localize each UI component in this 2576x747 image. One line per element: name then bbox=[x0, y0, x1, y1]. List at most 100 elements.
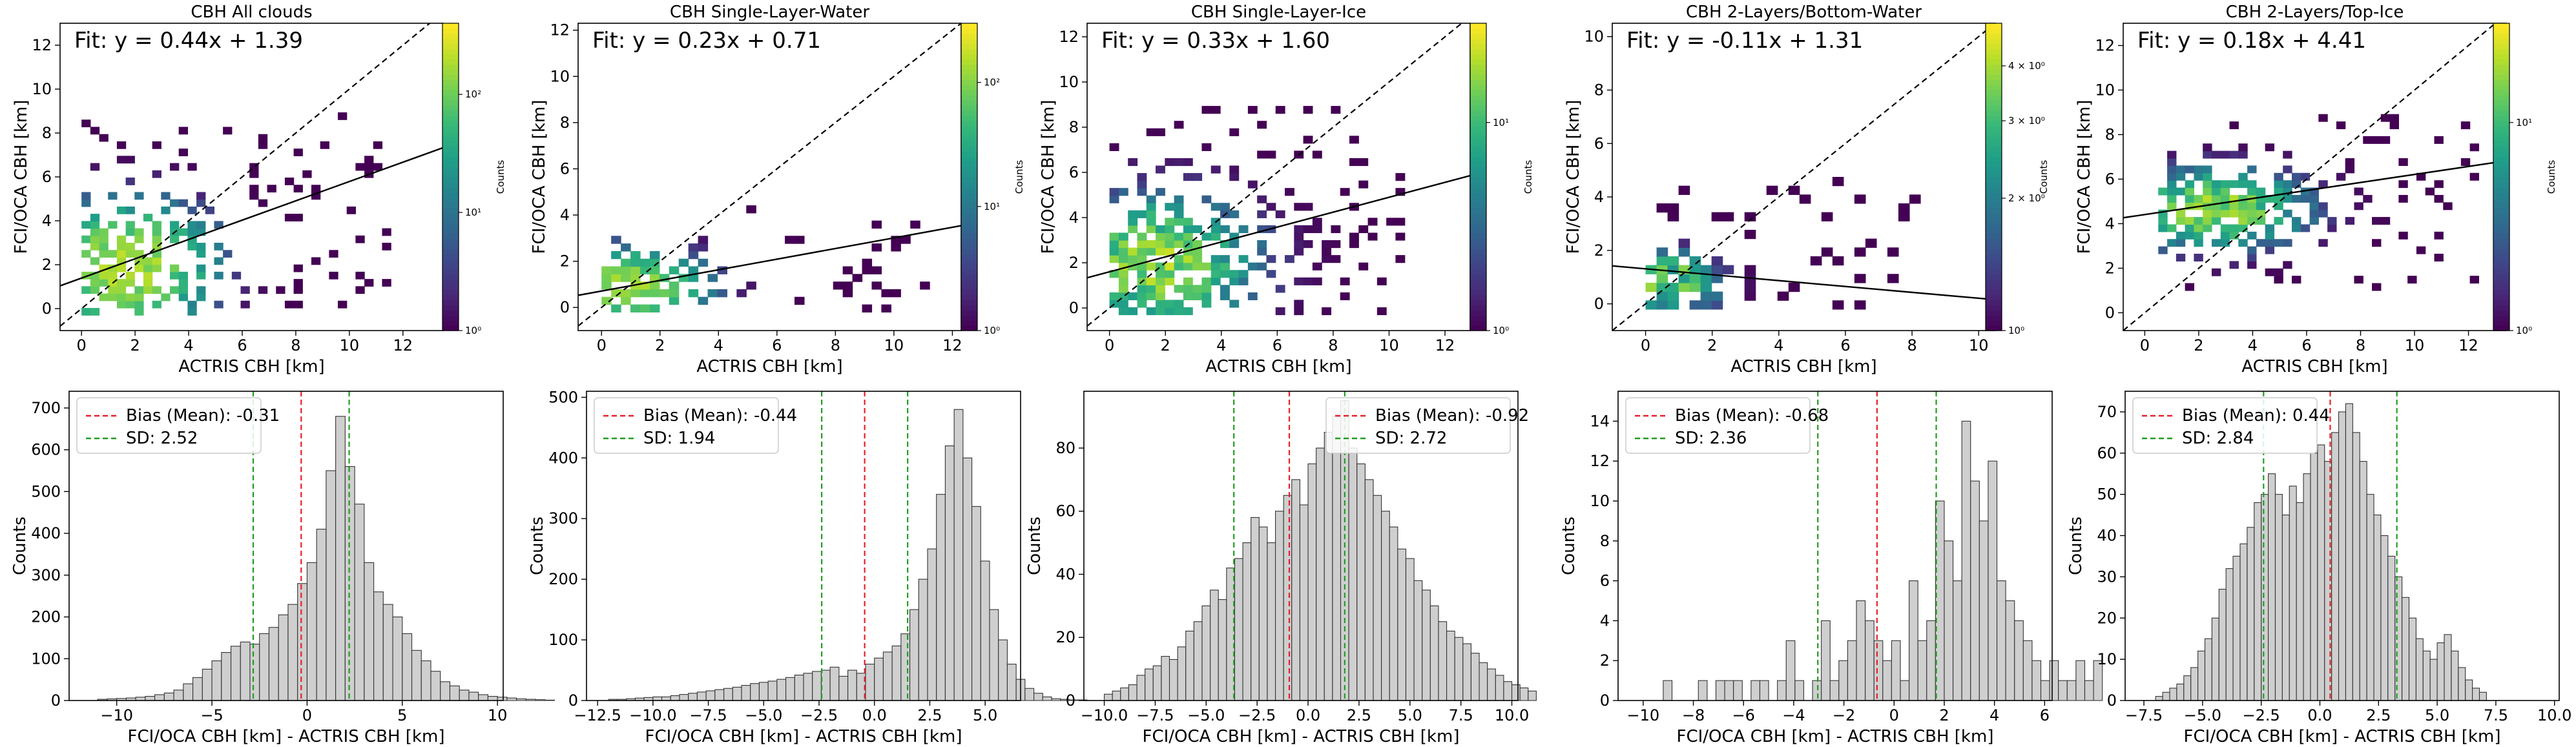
heatmap-cell bbox=[2247, 165, 2257, 174]
hist-bar bbox=[1777, 680, 1787, 701]
heatmap-cell bbox=[364, 156, 374, 164]
hist-bar bbox=[1446, 630, 1455, 701]
heatmap-cell bbox=[1303, 277, 1313, 285]
colorbar-swatch bbox=[961, 258, 977, 265]
heatmap-cell bbox=[2247, 180, 2257, 189]
heatmap-cell bbox=[2203, 224, 2212, 232]
colorbar-swatch bbox=[442, 207, 459, 214]
hist-bar bbox=[1112, 690, 1121, 701]
colorbar-swatch bbox=[1986, 289, 2002, 296]
hist-bar bbox=[1812, 680, 1822, 701]
heatmap-cell bbox=[698, 243, 709, 252]
heatmap-cell bbox=[1156, 292, 1165, 300]
heatmap-cell bbox=[698, 236, 709, 244]
heatmap-cell bbox=[794, 296, 805, 305]
heatmap-cell bbox=[81, 271, 91, 280]
hist-bar bbox=[1373, 495, 1382, 701]
heatmap-cell bbox=[1201, 143, 1212, 151]
heatmap-cell bbox=[187, 228, 197, 236]
heatmap-cell bbox=[746, 281, 756, 290]
colorbar-swatch bbox=[2493, 187, 2509, 193]
heatmap-cell bbox=[2167, 202, 2177, 210]
y-tick-label: 2 bbox=[1594, 241, 1604, 260]
hist-bar bbox=[750, 683, 760, 701]
heatmap-cell bbox=[1766, 185, 1778, 195]
colorbar-swatch bbox=[2493, 79, 2509, 85]
heatmap-cell bbox=[717, 289, 728, 298]
colorbar-swatch bbox=[1470, 85, 1486, 90]
heatmap-cell bbox=[2185, 202, 2195, 210]
heatmap-cell bbox=[2238, 239, 2248, 247]
heatmap-cell bbox=[1395, 173, 1406, 181]
heatmap-cell bbox=[143, 214, 153, 221]
heatmap-cell bbox=[1174, 255, 1184, 263]
x-tick-label: 0.0 bbox=[1296, 706, 1320, 724]
colorbar-swatch bbox=[1470, 43, 1486, 50]
colorbar-swatch bbox=[1470, 294, 1486, 301]
heatmap-cell bbox=[1146, 210, 1156, 218]
heatmap-cell bbox=[1645, 282, 1657, 292]
x-tick-label: 12 bbox=[942, 336, 962, 354]
hist-bar bbox=[163, 692, 174, 701]
heatmap-cell bbox=[2167, 239, 2177, 247]
hist-bar bbox=[335, 416, 346, 701]
heatmap-cell bbox=[170, 271, 180, 280]
hist-bar bbox=[2058, 680, 2068, 701]
heatmap-cell bbox=[2434, 180, 2444, 189]
colorbar-swatch bbox=[1986, 249, 2002, 254]
x-tick-label: 4 bbox=[183, 336, 193, 354]
x-axis-label: FCI/OCA CBH [km] - ACTRIS CBH [km] bbox=[1143, 727, 1460, 746]
heatmap-panel: 0 2 4 6 8 10 12 0 2 4 6 8 10 12 CBH Single-Layer-Water… bbox=[530, 3, 962, 376]
x-tick-label: 6 bbox=[2301, 336, 2311, 354]
heatmap-cell bbox=[364, 163, 374, 171]
colorbar-swatch bbox=[2493, 202, 2509, 209]
heatmap-cell bbox=[2238, 143, 2248, 152]
x-tick-label: 6 bbox=[2040, 706, 2050, 724]
hist-bar bbox=[705, 690, 716, 701]
hist-bar bbox=[812, 671, 822, 701]
colorbar-swatch bbox=[1986, 233, 2002, 239]
y-axis-label: FCI/OCA CBH [km] bbox=[2075, 100, 2094, 254]
colorbar-label: Counts bbox=[1013, 160, 1025, 194]
hist-bar bbox=[1847, 640, 1857, 701]
heatmap-cell bbox=[187, 307, 197, 316]
heatmap-cell bbox=[1192, 173, 1203, 181]
heatmap-cell bbox=[1667, 256, 1679, 266]
heatmap-cell bbox=[2167, 165, 2177, 174]
colorbar-swatch bbox=[1986, 64, 2002, 70]
heatmap-cell bbox=[1689, 300, 1701, 310]
heatmap-cell bbox=[2220, 150, 2230, 159]
heatmap-cell bbox=[1229, 270, 1240, 278]
colorbar-swatch bbox=[1986, 85, 2002, 90]
heatmap-cell bbox=[1322, 307, 1332, 316]
heatmap-cell bbox=[1118, 232, 1128, 241]
heatmap-cell bbox=[1156, 247, 1165, 256]
heatmap-cell bbox=[2167, 172, 2177, 181]
y-tick-label: 10 bbox=[2097, 650, 2117, 668]
heatmap-cell bbox=[2363, 194, 2373, 203]
heatmap-cell bbox=[2265, 231, 2275, 240]
hist-bar bbox=[794, 675, 804, 701]
colorbar-swatch bbox=[2493, 269, 2509, 275]
heatmap-cell bbox=[2194, 172, 2203, 181]
hist-bar bbox=[2359, 461, 2367, 701]
heatmap-cell bbox=[2354, 276, 2363, 284]
colorbar-swatch bbox=[1986, 238, 2002, 244]
heatmap-cell bbox=[293, 300, 303, 309]
colorbar-swatch bbox=[442, 90, 459, 96]
colorbar-swatch bbox=[961, 233, 977, 239]
colorbar-swatch bbox=[2493, 125, 2509, 132]
colorbar-swatch bbox=[442, 294, 459, 301]
hist-bar bbox=[1218, 599, 1227, 701]
heatmap-cell bbox=[2256, 239, 2266, 247]
heatmap-cell bbox=[1358, 180, 1369, 189]
axes-frame bbox=[1617, 391, 2053, 701]
y-axis-label: FCI/OCA CBH [km] bbox=[12, 100, 31, 254]
colorbar-tick-label: 10⁰ bbox=[2008, 325, 2024, 336]
heatmap-cell bbox=[1887, 274, 1899, 283]
hist-bar bbox=[2197, 650, 2206, 701]
heatmap-cell bbox=[621, 289, 631, 298]
heatmap-cell bbox=[1210, 277, 1221, 285]
heatmap-cell bbox=[170, 221, 180, 229]
hist-bar bbox=[1356, 463, 1366, 701]
